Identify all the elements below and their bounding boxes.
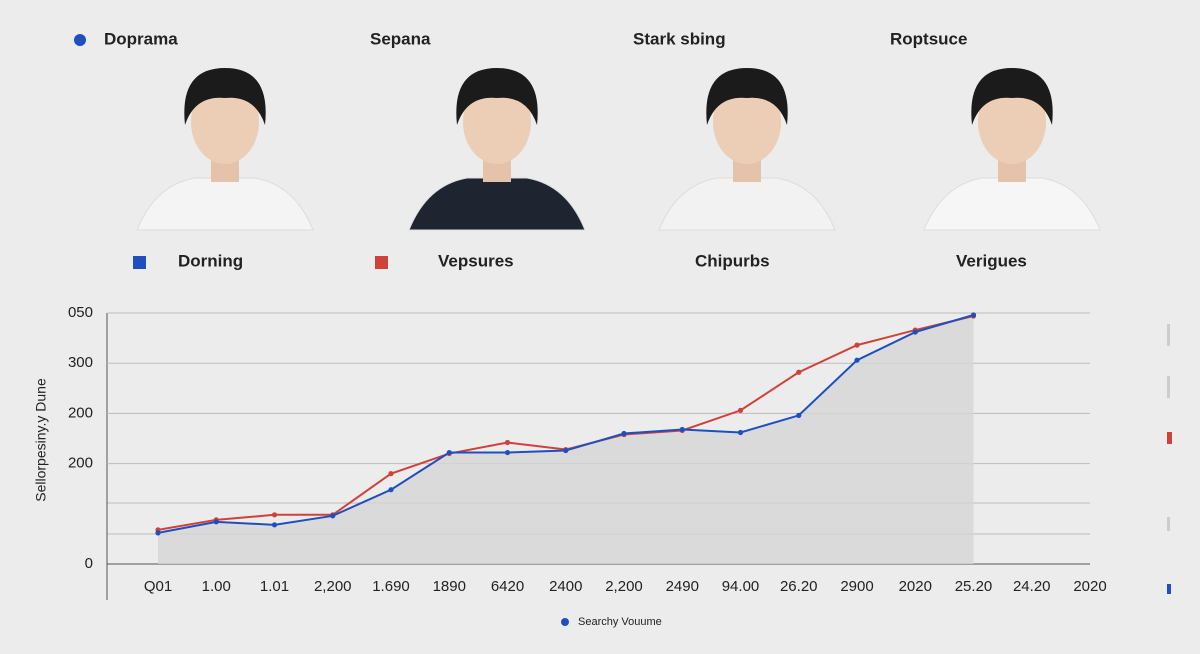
y-tick-label: 0 <box>85 555 93 572</box>
data-point <box>213 519 219 525</box>
x-tick-label: 25.20 <box>955 578 993 595</box>
face <box>713 80 781 164</box>
data-point <box>330 513 336 519</box>
photos <box>136 68 1101 231</box>
legend-label: Verigues <box>956 251 1027 270</box>
footer-legend: Searchy Vouume <box>578 616 662 628</box>
legend-swatch <box>375 256 388 269</box>
data-point <box>796 412 802 419</box>
face <box>463 80 531 164</box>
x-tick-label: 1.690 <box>372 578 410 595</box>
x-tick-label: 2020 <box>899 578 932 595</box>
x-tick-label: 24.20 <box>1013 578 1051 595</box>
data-point <box>271 522 278 528</box>
shirt <box>408 177 586 231</box>
y-tick-label: 200 <box>68 404 93 421</box>
y-tick-label: 300 <box>68 354 93 371</box>
x-tick-label: 2,200 <box>605 578 643 595</box>
side-mark <box>1167 584 1171 594</box>
data-point <box>446 449 452 456</box>
y-tick-label: 050 <box>68 304 93 321</box>
side-mark <box>1167 376 1170 398</box>
hair <box>971 68 1053 125</box>
side-mark <box>1167 324 1170 346</box>
shirt <box>658 177 836 231</box>
data-point <box>970 312 977 318</box>
profile-name: Doprama <box>104 29 178 48</box>
legend-label: Dorning <box>178 251 243 270</box>
x-tick-label: 2,200 <box>314 578 352 595</box>
x-tick-label: 94.00 <box>722 578 760 595</box>
legend-dot <box>74 34 86 46</box>
face <box>978 80 1046 164</box>
side-mark <box>1167 432 1172 444</box>
x-tick-label: 2400 <box>549 578 582 595</box>
profile-name: Stark sbing <box>633 29 726 48</box>
legend-label: Vepsures <box>438 251 514 270</box>
data-point <box>854 357 860 363</box>
profile-name: Sepana <box>370 29 431 48</box>
data-point <box>563 447 569 454</box>
data-point <box>737 429 744 436</box>
x-tick-label: 2900 <box>840 578 873 595</box>
data-point <box>388 471 394 477</box>
hair <box>706 68 788 125</box>
x-tick-label: 1890 <box>433 578 466 595</box>
hair <box>184 68 266 125</box>
data-point <box>912 329 918 335</box>
footer-dot <box>561 618 569 626</box>
x-tick-label: 2020 <box>1073 578 1106 595</box>
x-tick-label: 2490 <box>666 578 699 595</box>
data-point <box>271 512 278 518</box>
x-tick-label: 26.20 <box>780 578 818 595</box>
y-tick-label: 200 <box>68 455 93 472</box>
legend-swatch <box>133 256 146 269</box>
area <box>158 315 974 564</box>
x-tick-label: 6420 <box>491 578 524 595</box>
face <box>191 80 259 164</box>
data-point <box>854 342 860 348</box>
data-point <box>155 530 161 536</box>
data-point <box>621 430 627 437</box>
side-mark <box>1167 517 1170 531</box>
data-point <box>796 369 802 375</box>
legend-label: Chipurbs <box>695 251 770 270</box>
x-tick-label: Q01 <box>144 578 172 595</box>
hair <box>456 68 538 125</box>
x-tick-label: 1.00 <box>202 578 231 595</box>
x-tick-label: 1.01 <box>260 578 289 595</box>
data-point <box>679 426 685 433</box>
y-axis-label: Sellorpesiny.y Dune <box>33 378 49 502</box>
data-point <box>388 487 394 493</box>
data-point <box>737 407 744 413</box>
data-point <box>504 449 511 456</box>
data-point <box>504 439 511 446</box>
shirt <box>136 177 314 231</box>
shirt <box>923 177 1101 231</box>
profile-name: Roptsuce <box>890 29 967 48</box>
